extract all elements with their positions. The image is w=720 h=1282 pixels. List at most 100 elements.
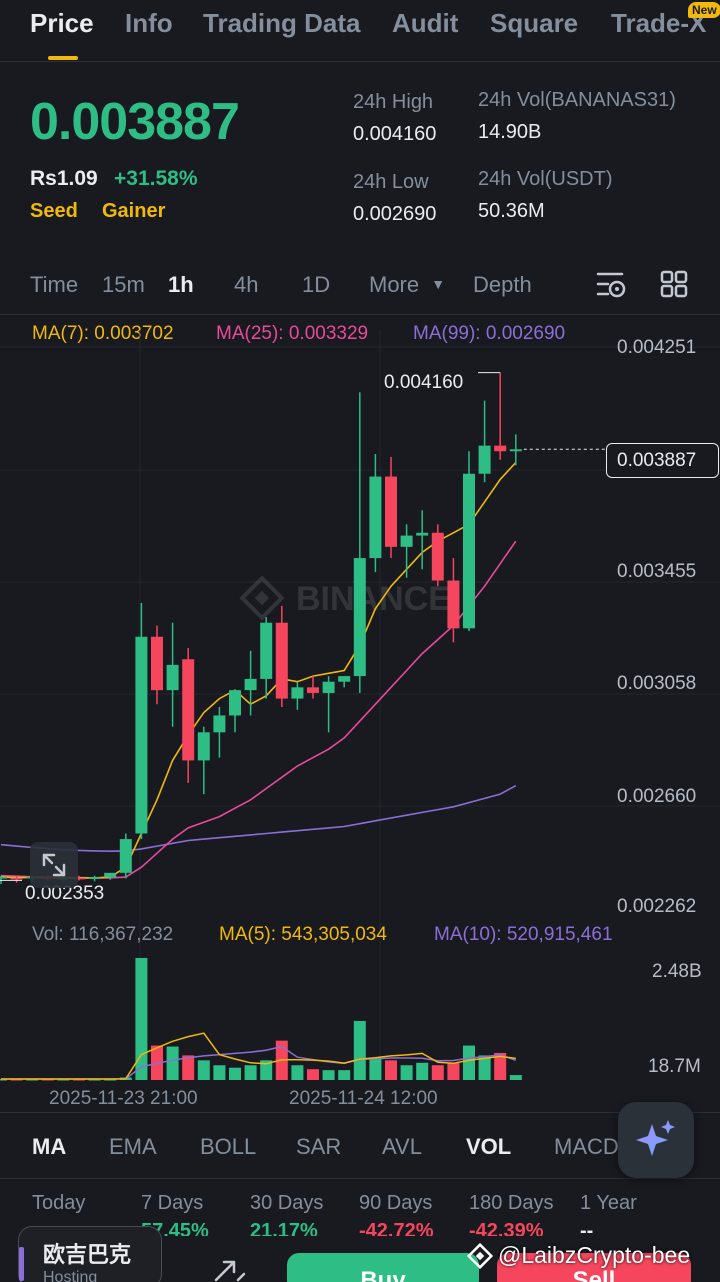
tab-trading-data[interactable]: Trading Data (203, 8, 361, 38)
candle-body (322, 681, 335, 693)
interval-depth[interactable]: Depth (473, 272, 532, 297)
perf-label-180d: 180 Days (469, 1192, 554, 1214)
volume-bar (57, 1079, 70, 1081)
volume-bar (229, 1067, 241, 1080)
ma7-line (0, 461, 517, 879)
stat-24h-low-value: 0.002690 (353, 203, 437, 225)
volume-bar (88, 1079, 101, 1081)
price-change-percent: +31.58% (114, 167, 198, 190)
perf-label-90d: 90 Days (359, 1192, 433, 1214)
expand-icon (42, 853, 66, 877)
volume-bar (509, 1075, 522, 1080)
interval-4h[interactable]: 4h (234, 272, 259, 297)
perf-label-1y: 1 Year (580, 1192, 637, 1214)
interval-1h[interactable]: 1h (168, 272, 194, 297)
price-axis-tick: 0.003058 (617, 673, 697, 694)
candle-body (135, 636, 148, 834)
tab-price[interactable]: Price (30, 8, 94, 38)
stat-24h-vol-quote-label: 24h Vol(USDT) (478, 168, 613, 190)
indicator-macd[interactable]: MACD (554, 1134, 619, 1159)
volume-ma5-line (1, 1032, 516, 1080)
candle-body (353, 558, 366, 677)
indicator-ma[interactable]: MA (32, 1134, 67, 1159)
interval-more-label: More (369, 272, 420, 297)
volume-bar (307, 1069, 319, 1080)
trade-arrows-icon[interactable] (212, 1256, 248, 1282)
candle-body (478, 445, 491, 474)
current-price-tag-label: 0.003887 (617, 450, 697, 471)
tag-gainer[interactable]: Gainer (102, 200, 166, 222)
candle-body (338, 676, 351, 682)
stat-24h-high-value: 0.004160 (353, 123, 437, 145)
indicator-boll[interactable]: BOLL (200, 1134, 257, 1159)
candle-body (291, 687, 304, 699)
price-axis-tick: 0.004251 (617, 337, 697, 358)
candle-body (260, 622, 273, 679)
caret-down-icon: ▼ (431, 276, 446, 292)
indicator-avl[interactable]: AVL (382, 1134, 422, 1159)
stat-24h-vol-base-value: 14.90B (478, 121, 542, 143)
candlestick-chart[interactable]: BINANCE (0, 318, 720, 1108)
volume-bar (135, 958, 148, 1080)
hosting-title: 欧吉巴克 (43, 1243, 132, 1268)
tab-square[interactable]: Square (490, 8, 579, 38)
tab-audit[interactable]: Audit (392, 8, 459, 38)
candle-body (494, 445, 507, 452)
volume-bar (463, 1045, 475, 1080)
top-tab-bar: Price Info Trading Data Audit Square Tra… (0, 0, 720, 62)
price-axis-tick: 0.003455 (617, 561, 697, 582)
indicator-ema[interactable]: EMA (109, 1134, 157, 1159)
volume-bar (0, 1079, 7, 1081)
stat-24h-high-label: 24h High (353, 91, 434, 113)
volume-bar (197, 1060, 210, 1080)
volume-bar (478, 1055, 491, 1080)
current-price-tag: 0.003887 (606, 443, 719, 478)
ma25-legend: MA(25): 0.003329 (216, 323, 369, 344)
ai-assistant-button[interactable] (618, 1102, 694, 1178)
new-badge: New (688, 2, 720, 18)
candle-body (244, 678, 257, 691)
indicator-vol[interactable]: VOL (466, 1134, 512, 1159)
candle-body (275, 622, 288, 699)
volume-axis-top: 2.48B (652, 961, 702, 982)
buy-button[interactable]: Buy (287, 1253, 479, 1282)
volume-bar (213, 1065, 226, 1080)
stat-24h-vol-base-label: 24h Vol(BANANAS31) (478, 89, 676, 111)
chart-settings-icon[interactable] (596, 270, 628, 300)
fullscreen-button[interactable] (30, 842, 78, 888)
candle-body (166, 664, 179, 691)
hosting-card[interactable]: 欧吉巴克 Hosting (18, 1226, 162, 1282)
tag-seed[interactable]: Seed (30, 200, 78, 222)
interval-15m[interactable]: 15m (102, 272, 145, 297)
sell-button[interactable]: Sell (497, 1253, 691, 1282)
volume-legend: Vol: 116,367,232 (32, 924, 174, 945)
ma99-line (0, 784, 517, 853)
grid-layout-icon[interactable] (660, 270, 688, 298)
volume-bar (291, 1065, 304, 1080)
candle-body (416, 532, 429, 536)
volume-bar (431, 1065, 444, 1080)
interval-time[interactable]: Time (30, 272, 79, 297)
volume-bar (338, 1070, 351, 1080)
volume-bar (494, 1052, 507, 1080)
tab-info[interactable]: Info (125, 8, 173, 38)
volume-bar (353, 1020, 366, 1080)
interval-1d[interactable]: 1D (302, 272, 331, 297)
candle-body (197, 732, 210, 761)
buy-button-label: Buy (360, 1267, 406, 1282)
candle-body (307, 687, 319, 693)
perf-label-today: Today (32, 1192, 86, 1214)
divider (0, 314, 720, 315)
volume-ma5-legend: MA(5): 543,305,034 (219, 924, 387, 945)
volume-axis-bottom: 18.7M (648, 1056, 701, 1077)
volume-bar (26, 1079, 39, 1081)
hosting-subtitle: Hosting (43, 1269, 98, 1282)
interval-more[interactable]: More ▼ (369, 272, 445, 298)
stat-24h-low-label: 24h Low (353, 171, 429, 193)
stat-24h-vol-quote-value: 50.36M (478, 200, 545, 222)
candle-body (151, 636, 163, 691)
candle-body (104, 872, 117, 878)
sell-button-label: Sell (572, 1267, 616, 1282)
indicator-sar[interactable]: SAR (296, 1134, 342, 1159)
candle-body (119, 839, 132, 873)
